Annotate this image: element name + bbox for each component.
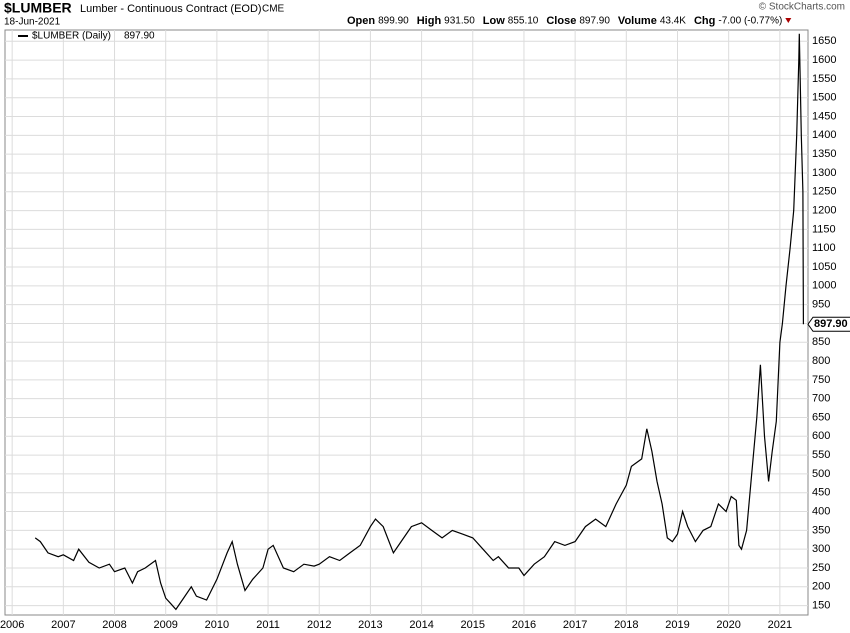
grid [5,30,808,615]
last-value-label: 897.90 [814,318,848,330]
stat-value: 931.50 [444,16,475,27]
y-tick-label: 500 [812,468,830,480]
price-line [34,33,804,611]
x-tick-label: 2015 [461,619,485,631]
y-tick-label: 1000 [812,280,836,292]
x-tick-label: 2014 [409,619,433,631]
x-tick-label: 2007 [51,619,75,631]
x-tick-label: 2006 [0,619,24,631]
x-tick-label: 2009 [153,619,177,631]
y-tick-label: 350 [812,524,830,536]
y-tick-label: 1400 [812,129,836,141]
last-value-box [807,316,850,332]
y-tick-label: 600 [812,430,830,442]
y-tick-label: 1500 [812,92,836,104]
y-tick-label: 950 [812,299,830,311]
x-tick-label: 2008 [102,619,126,631]
y-tick-label: 300 [812,543,830,555]
y-tick-label: 200 [812,581,830,593]
stat-value: 855.10 [508,16,539,27]
x-tick-label: 2012 [307,619,331,631]
y-tick-label: 1300 [812,167,836,179]
x-tick-label: 2013 [358,619,382,631]
x-tick-label: 2019 [665,619,689,631]
stat-label: Volume [618,15,657,27]
stat-value: -7.00 (-0.77%) [718,16,782,27]
x-tick-label: 2021 [768,619,792,631]
legend-value: 897.90 [124,31,155,42]
x-tick-label: 2020 [716,619,740,631]
y-tick-label: 700 [812,393,830,405]
stat-value: 897.90 [579,16,610,27]
symbol: $LUMBER [4,0,72,16]
y-tick-label: 1050 [812,261,836,273]
stat-value: 899.90 [378,16,409,27]
y-tick-label: 550 [812,449,830,461]
x-tick-label: 2018 [614,619,638,631]
brand: © StockCharts.com [759,2,845,13]
y-tick-label: 1100 [812,242,836,254]
y-tick-label: 850 [812,336,830,348]
y-tick-label: 1600 [812,54,836,66]
chg-arrow [785,18,792,23]
y-tick-label: 250 [812,562,830,574]
stat-label: Chg [694,15,715,27]
plot-frame [4,29,809,616]
date: 18-Jun-2021 [4,17,61,28]
stat-label: Low [483,15,505,27]
y-tick-label: 650 [812,411,830,423]
y-tick-label: 1200 [812,204,836,216]
x-tick-label: 2016 [512,619,536,631]
exchange: CME [262,4,285,15]
stat-value: 43.4K [660,16,686,27]
y-tick-label: 1250 [812,186,836,198]
y-tick-label: 1450 [812,110,836,122]
y-tick-label: 1650 [812,35,836,47]
x-tick-label: 2010 [205,619,229,631]
x-tick-label: 2017 [563,619,587,631]
y-tick-label: 800 [812,355,830,367]
y-tick-label: 150 [812,600,830,612]
y-tick-label: 450 [812,487,830,499]
y-tick-label: 1550 [812,73,836,85]
y-tick-label: 750 [812,374,830,386]
instrument-name: Lumber - Continuous Contract (EOD) [80,3,262,15]
y-tick-label: 400 [812,505,830,517]
stat-label: High [417,15,442,27]
legend-label: $LUMBER (Daily) [32,31,111,42]
stat-label: Open [347,15,375,27]
y-tick-label: 1150 [812,223,836,235]
x-tick-label: 2011 [256,619,280,631]
y-tick-label: 1350 [812,148,836,160]
stat-label: Close [546,15,576,27]
stats: Open 899.90 High 931.50 Low 855.10 Close 897.90… [347,15,792,27]
